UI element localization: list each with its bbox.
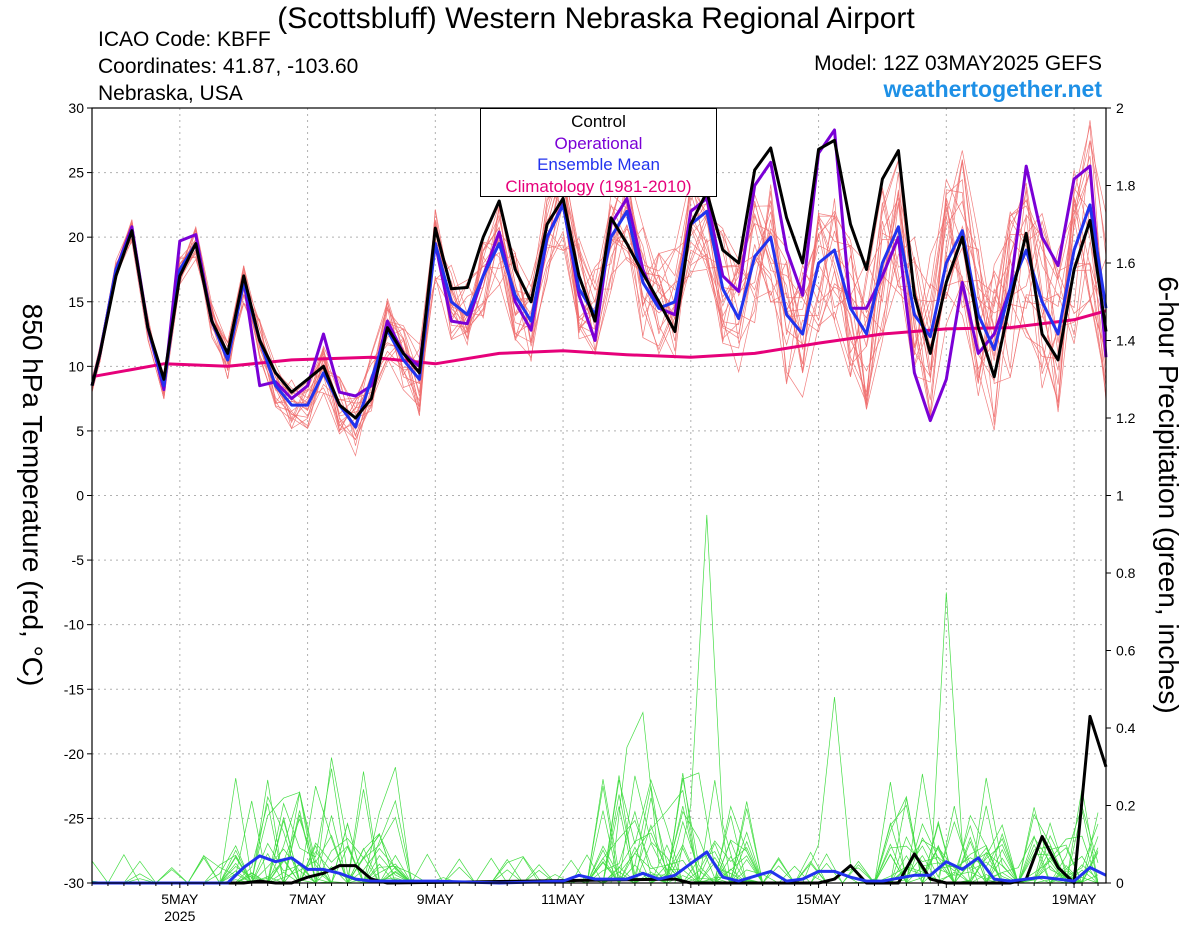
legend-entry-ensemble-mean: Ensemble Mean xyxy=(537,155,660,174)
legend-entry-operational: Operational xyxy=(554,133,643,153)
y-tick-label: -25 xyxy=(64,810,84,826)
y-tick-label: 30 xyxy=(68,100,84,116)
grid-lines xyxy=(92,108,1106,883)
legend: Control Operational Ensemble Mean Climat… xyxy=(480,108,717,197)
x-tick-label: 7MAY xyxy=(289,891,327,907)
x-tick-label: 13MAY xyxy=(668,891,714,907)
y2-tick-label: 1.6 xyxy=(1116,255,1136,271)
x-tick-sublabel: 2025 xyxy=(164,908,195,924)
coordinates: Coordinates: 41.87, -103.60 xyxy=(98,55,359,78)
y2-tick-label: 1.4 xyxy=(1116,333,1136,349)
series-lines xyxy=(90,128,1108,885)
icao-code: ICAO Code: KBFF xyxy=(98,28,271,51)
y-tick-label: 10 xyxy=(68,358,84,374)
series-operational xyxy=(90,128,1108,423)
ensemble-member-traces xyxy=(91,120,1107,885)
x-tick-label: 9MAY xyxy=(417,891,455,907)
y2-tick-label: 0.4 xyxy=(1116,720,1136,736)
x-tick-label: 11MAY xyxy=(541,891,585,907)
legend-entry-climatology: Climatology (1981-2010) xyxy=(505,176,692,196)
temperature-member-trace xyxy=(91,162,1107,430)
series-ensemble-mean-precip xyxy=(92,850,1107,885)
y-tick-label: -30 xyxy=(64,875,84,891)
y2-tick-label: 1.8 xyxy=(1116,178,1136,194)
y-tick-label: -20 xyxy=(64,746,84,762)
y2-tick-label: 0 xyxy=(1116,875,1124,891)
y2-tick-label: 0.2 xyxy=(1116,798,1136,814)
x-tick-label: 17MAY xyxy=(924,891,970,907)
x-tick-label: 5MAY xyxy=(161,891,199,907)
region-label: Nebraska, USA xyxy=(98,82,243,105)
right-axis-label: 6-hour Precipitation (green, inches) xyxy=(1153,276,1184,714)
y2-tick-label: 1 xyxy=(1116,488,1124,504)
precip-member-trace xyxy=(802,696,851,884)
precip-member-trace xyxy=(674,514,740,884)
precip-member-trace xyxy=(92,789,1098,885)
precip-member-trace xyxy=(610,711,660,884)
y-tick-label: 20 xyxy=(68,229,84,245)
x-tick-label: 19MAY xyxy=(1052,891,1098,907)
y2-tick-label: 1.2 xyxy=(1116,410,1136,426)
precip-member-trace xyxy=(92,779,1098,885)
precip-member-trace xyxy=(92,786,1099,884)
series-control xyxy=(90,138,1108,420)
legend-entry-control: Control xyxy=(571,112,626,131)
left-axis-label: 850 hPa Temperature (red, °C) xyxy=(17,303,48,687)
axis-ticks: 302520151050-5-10-15-20-25-3021.81.61.41… xyxy=(64,100,1136,924)
series-control-precip xyxy=(92,714,1108,885)
y2-tick-label: 0.6 xyxy=(1116,643,1136,659)
y2-tick-label: 0.8 xyxy=(1116,565,1136,581)
y-tick-label: 15 xyxy=(68,294,84,310)
site-link[interactable]: weathertogether.net xyxy=(883,76,1102,102)
model-run-label: Model: 12Z 03MAY2025 GEFS xyxy=(814,52,1102,75)
y2-tick-label: 2 xyxy=(1116,100,1124,116)
y-tick-label: -5 xyxy=(72,552,85,568)
y-tick-label: 0 xyxy=(76,488,84,504)
chart-title: (Scottsbluff) Western Nebraska Regional … xyxy=(277,2,915,35)
x-tick-label: 15MAY xyxy=(796,891,842,907)
y-tick-label: -15 xyxy=(64,681,84,697)
y-tick-label: 5 xyxy=(76,423,84,439)
y-tick-label: 25 xyxy=(68,165,84,181)
y-tick-label: -10 xyxy=(64,617,84,633)
